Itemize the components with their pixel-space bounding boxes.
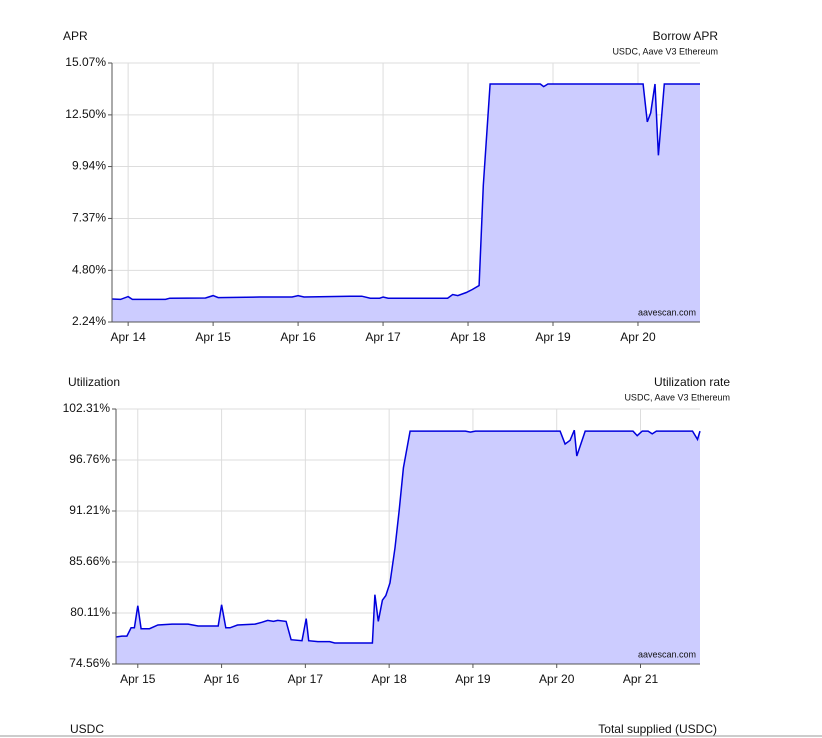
chart-title: Utilization rate — [654, 375, 730, 389]
y-tick-label: 80.11% — [70, 605, 110, 619]
line — [115, 429, 701, 644]
x-tick-label: Apr 19 — [535, 330, 571, 344]
x-tick-label: Apr 14 — [110, 330, 146, 344]
y-tick-label: 102.31% — [63, 401, 111, 415]
x-tick-label: Apr 17 — [288, 672, 324, 686]
x-tick-label: Apr 18 — [371, 672, 407, 686]
x-tick-label: Apr 15 — [120, 672, 156, 686]
y-tick-label: 96.76% — [69, 452, 110, 466]
area-fill — [116, 430, 700, 664]
chart-subtitle: USDC, Aave V3 Ethereum — [624, 392, 730, 402]
watermark: aavescan.com — [638, 649, 696, 659]
y-axis-label: Utilization — [68, 375, 120, 389]
x-tick-label: Apr 20 — [539, 672, 575, 686]
x-tick-label: Apr 16 — [280, 330, 316, 344]
footer-right: Total supplied (USDC) — [598, 722, 717, 736]
chart-subtitle: USDC, Aave V3 Ethereum — [612, 46, 718, 56]
x-tick-label: Apr 18 — [450, 330, 486, 344]
y-tick-label: 15.07% — [65, 55, 106, 69]
chart-title: Borrow APR — [653, 29, 719, 43]
footer-left: USDC — [70, 722, 104, 736]
y-tick-label: 2.24% — [72, 314, 106, 328]
y-tick-label: 91.21% — [69, 503, 110, 517]
x-tick-label: Apr 15 — [195, 330, 231, 344]
y-axis-label: APR — [63, 29, 88, 43]
x-tick-label: Apr 21 — [623, 672, 659, 686]
y-tick-label: 4.80% — [72, 262, 106, 276]
y-tick-label: 85.66% — [69, 554, 110, 568]
x-tick-label: Apr 19 — [455, 672, 491, 686]
y-tick-label: 12.50% — [65, 107, 106, 121]
watermark: aavescan.com — [638, 307, 696, 317]
area-fill — [112, 84, 700, 322]
line — [111, 83, 700, 301]
y-tick-label: 7.37% — [72, 211, 106, 225]
x-tick-label: Apr 16 — [204, 672, 240, 686]
y-tick-label: 9.94% — [72, 159, 106, 173]
y-tick-label: 74.56% — [69, 656, 110, 670]
x-tick-label: Apr 20 — [620, 330, 656, 344]
x-tick-label: Apr 17 — [365, 330, 401, 344]
